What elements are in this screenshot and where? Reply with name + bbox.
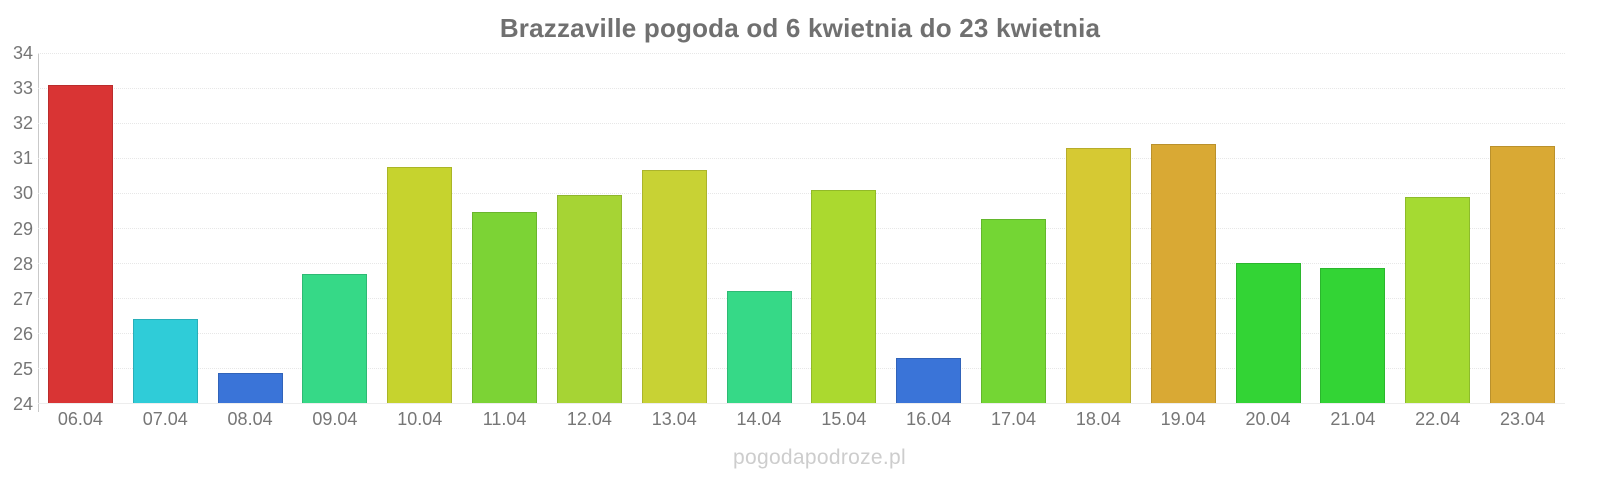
x-tick-label-12.04: 12.04 <box>566 409 612 429</box>
bar-series <box>38 53 1565 403</box>
bar-21.04[interactable] <box>1320 268 1386 403</box>
gridline-29 <box>38 228 1565 229</box>
bar-slot-10.04 <box>377 53 462 403</box>
bar-13.04[interactable] <box>641 170 707 403</box>
y-axis-labels: 24 25 26 27 28 29 30 31 32 33 34 <box>0 43 33 414</box>
gridline-30 <box>38 193 1565 194</box>
bar-10.04[interactable] <box>387 166 453 403</box>
bar-22.04[interactable] <box>1405 196 1471 403</box>
bar-slot-21.04 <box>1310 53 1395 403</box>
bar-18.04[interactable] <box>1065 147 1131 403</box>
watermark: pogodapodroze.pl <box>733 446 906 469</box>
bar-12.04[interactable] <box>556 194 622 403</box>
bar-slot-17.04 <box>971 53 1056 403</box>
bar-slot-16.04 <box>886 53 971 403</box>
bar-06.04[interactable] <box>47 84 113 403</box>
y-tick-label-28: 28 <box>12 253 33 274</box>
x-tick-label-16.04: 16.04 <box>906 409 952 429</box>
y-tick-label-29: 29 <box>12 218 33 239</box>
y-tick-label-30: 30 <box>12 183 33 204</box>
x-tick-label-19.04: 19.04 <box>1160 409 1206 429</box>
x-tick-label-13.04: 13.04 <box>651 409 697 429</box>
bar-slot-19.04 <box>1141 53 1226 403</box>
plot-area <box>38 53 1565 404</box>
bar-11.04[interactable] <box>472 212 538 403</box>
y-tick-label-31: 31 <box>12 148 33 169</box>
bar-slot-06.04 <box>38 53 123 403</box>
bar-07.04[interactable] <box>132 319 198 403</box>
bar-08.04[interactable] <box>217 373 283 403</box>
x-tick-label-22.04: 22.04 <box>1415 409 1461 429</box>
chart-title: Brazzaville pogoda od 6 kwietnia do 23 k… <box>499 13 1101 43</box>
x-axis-labels: 06.04 07.04 08.04 09.04 10.04 11.04 12.04 13.04… <box>38 408 1565 430</box>
y-tick-label-27: 27 <box>12 288 33 309</box>
gridline-25 <box>38 368 1565 369</box>
y-tick-label-24: 24 <box>12 394 33 414</box>
x-tick-label-09.04: 09.04 <box>312 409 358 429</box>
bar-16.04[interactable] <box>896 357 962 403</box>
x-tick-label-14.04: 14.04 <box>736 409 782 429</box>
x-tick-label-10.04: 10.04 <box>397 409 443 429</box>
bar-09.04[interactable] <box>302 273 368 403</box>
bar-slot-20.04 <box>1226 53 1311 403</box>
bar-slot-12.04 <box>547 53 632 403</box>
bar-slot-15.04 <box>801 53 886 403</box>
bar-17.04[interactable] <box>981 219 1047 403</box>
bar-slot-18.04 <box>1056 53 1141 403</box>
gridline-31 <box>38 158 1565 159</box>
bar-slot-13.04 <box>632 53 717 403</box>
x-tick-label-23.04: 23.04 <box>1499 409 1546 429</box>
bar-23.04[interactable] <box>1489 145 1555 403</box>
x-tick-label-15.04: 15.04 <box>821 409 867 429</box>
gridline-32 <box>38 123 1565 124</box>
x-tick-label-20.04: 20.04 <box>1245 409 1291 429</box>
gridline-28 <box>38 263 1565 264</box>
gridline-27 <box>38 298 1565 299</box>
x-tick-label-11.04: 11.04 <box>482 409 527 429</box>
y-tick-label-34: 34 <box>12 43 33 63</box>
y-axis-line <box>38 53 39 412</box>
bar-slot-23.04 <box>1480 53 1565 403</box>
x-tick-label-17.04: 17.04 <box>991 409 1037 429</box>
x-tick-label-21.04: 21.04 <box>1330 409 1376 429</box>
gridline-33 <box>38 88 1565 89</box>
x-tick-label-08.04: 08.04 <box>227 409 273 429</box>
y-tick-label-25: 25 <box>12 358 33 379</box>
bar-slot-14.04 <box>717 53 802 403</box>
bar-slot-11.04 <box>462 53 547 403</box>
bar-slot-07.04 <box>123 53 208 403</box>
bar-slot-22.04 <box>1395 53 1480 403</box>
gridline-34 <box>38 53 1565 54</box>
bar-19.04[interactable] <box>1150 144 1216 403</box>
y-tick-label-26: 26 <box>12 323 33 344</box>
gridline-26 <box>38 333 1565 334</box>
bar-slot-08.04 <box>208 53 293 403</box>
x-tick-label-07.04: 07.04 <box>142 409 188 429</box>
bar-14.04[interactable] <box>726 291 792 403</box>
bar-15.04[interactable] <box>811 189 877 403</box>
bar-slot-09.04 <box>292 53 377 403</box>
x-tick-label-18.04: 18.04 <box>1075 409 1121 429</box>
y-tick-label-33: 33 <box>12 78 33 99</box>
x-tick-label-06.04: 06.04 <box>57 409 103 429</box>
bar-20.04[interactable] <box>1235 263 1301 403</box>
y-tick-label-32: 32 <box>12 113 33 134</box>
